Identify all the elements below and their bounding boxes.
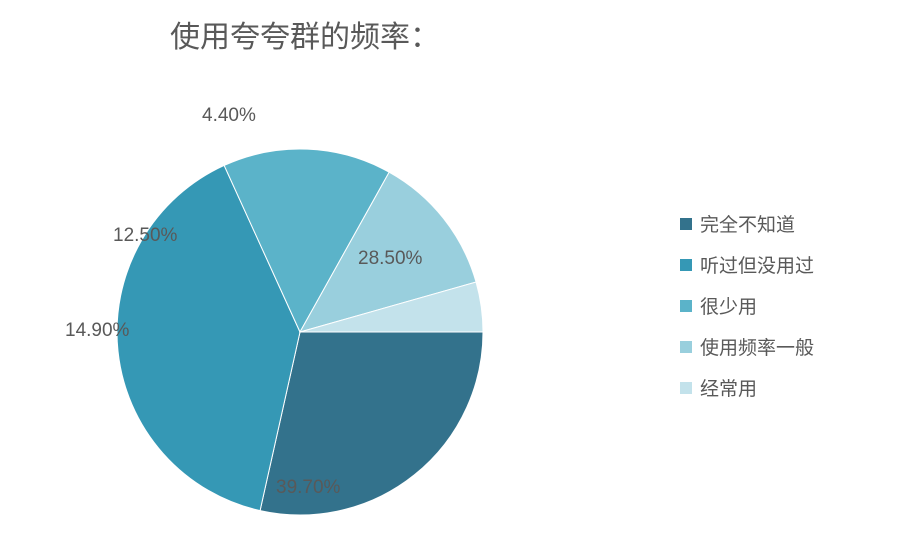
pie-chart: 28.50% 39.70% 14.90% 12.50% 4.40% bbox=[40, 70, 560, 550]
slice-label: 4.40% bbox=[202, 105, 256, 127]
legend-label: 完全不知道 bbox=[700, 210, 795, 237]
legend-item: 很少用 bbox=[680, 292, 814, 319]
legend-label: 使用频率一般 bbox=[700, 333, 814, 360]
slice-label: 14.90% bbox=[65, 320, 129, 342]
legend-item: 经常用 bbox=[680, 374, 814, 401]
legend-item: 使用频率一般 bbox=[680, 333, 814, 360]
legend-label: 听过但没用过 bbox=[700, 251, 814, 278]
slice-label: 12.50% bbox=[113, 225, 177, 247]
legend-label: 很少用 bbox=[700, 292, 757, 319]
chart-container: 使用夸夸群的频率： 28.50%39.70%14.90%12.50%4.40% … bbox=[0, 0, 918, 560]
slice-label: 39.70% bbox=[276, 477, 340, 499]
legend-item: 听过但没用过 bbox=[680, 251, 814, 278]
chart-title: 使用夸夸群的频率： bbox=[170, 12, 440, 56]
legend: 完全不知道听过但没用过很少用使用频率一般经常用 bbox=[680, 210, 814, 415]
legend-swatch bbox=[680, 218, 692, 230]
slice-label: 28.50% bbox=[358, 248, 422, 270]
legend-swatch bbox=[680, 259, 692, 271]
legend-swatch bbox=[680, 300, 692, 312]
legend-label: 经常用 bbox=[700, 374, 757, 401]
legend-swatch bbox=[680, 341, 692, 353]
legend-swatch bbox=[680, 382, 692, 394]
legend-item: 完全不知道 bbox=[680, 210, 814, 237]
